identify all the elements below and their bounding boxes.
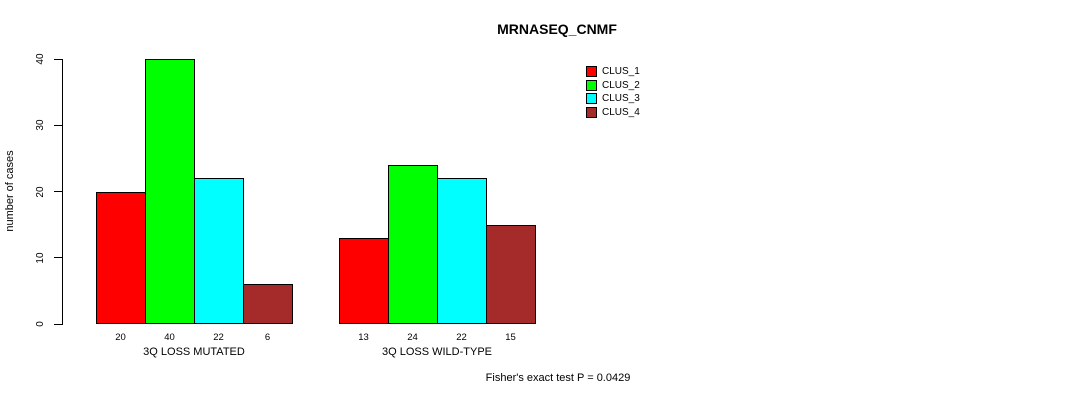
category-label: 3Q LOSS WILD-TYPE xyxy=(381,346,493,358)
legend-label: CLUS_2 xyxy=(602,79,640,91)
bar-clus_1-group2 xyxy=(339,237,389,324)
y-tick xyxy=(54,124,62,126)
y-tick xyxy=(54,58,62,60)
y-tick xyxy=(54,257,62,259)
bar-value-label: 6 xyxy=(264,332,271,343)
bar-clus_2-group1 xyxy=(145,59,195,324)
legend-label: CLUS_3 xyxy=(602,93,640,105)
y-tick-label: 0 xyxy=(34,321,46,327)
bar-value-label: 22 xyxy=(213,332,224,343)
category-label: 3Q LOSS MUTATED xyxy=(143,346,245,358)
y-axis-label: number of cases xyxy=(4,150,16,232)
y-tick-label: 10 xyxy=(34,252,46,264)
annotation-text: Fisher's exact test P = 0.0429 xyxy=(485,372,631,384)
legend-swatch-clus_3 xyxy=(586,93,597,105)
bar-value-label: 22 xyxy=(456,332,467,343)
y-tick-label: 40 xyxy=(34,53,46,65)
legend-row: CLUS_3 xyxy=(586,92,640,106)
y-tick xyxy=(54,323,62,325)
legend-swatch-clus_2 xyxy=(586,79,597,91)
legend-label: CLUS_1 xyxy=(602,66,640,78)
legend: CLUS_1 CLUS_2 CLUS_3 CLUS_4 xyxy=(586,65,640,119)
bar-value-label: 20 xyxy=(115,332,126,343)
bar-clus_1-group1 xyxy=(96,191,146,324)
chart-title: MRNASEQ_CNMF xyxy=(497,21,617,37)
legend-swatch-clus_1 xyxy=(586,66,597,78)
y-tick xyxy=(54,191,62,192)
bar-value-label: 40 xyxy=(164,332,175,343)
bar-value-label: 13 xyxy=(358,332,369,343)
bar-value-label: 24 xyxy=(407,332,418,343)
y-tick-label: 20 xyxy=(34,185,46,198)
y-tick-label: 30 xyxy=(34,119,46,131)
bar-clus_2-group2 xyxy=(388,165,438,324)
legend-swatch-clus_4 xyxy=(586,106,597,118)
bar-value-label: 15 xyxy=(505,332,516,343)
legend-row: CLUS_4 xyxy=(586,106,640,120)
bar-clus_3-group2 xyxy=(437,178,487,324)
legend-row: CLUS_1 xyxy=(586,65,640,79)
bar-clus_4-group2 xyxy=(486,224,536,324)
legend-label: CLUS_4 xyxy=(602,106,640,118)
y-axis-line xyxy=(62,59,63,325)
bar-clus_3-group1 xyxy=(194,178,244,324)
bar-clus_4-group1 xyxy=(243,284,293,324)
legend-row: CLUS_2 xyxy=(586,79,640,93)
